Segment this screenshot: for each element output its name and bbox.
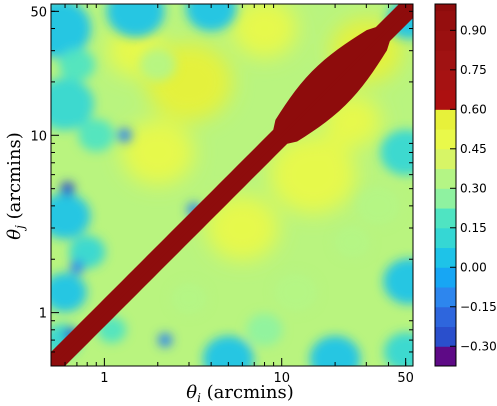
x-axis: 1 10 50: [64, 4, 414, 386]
y-axis-title-subscript: j: [13, 225, 27, 232]
heatmap-cell: [51, 78, 94, 131]
heatmap-cell: [51, 272, 87, 312]
heatmap-cell: [202, 335, 254, 366]
y-axis: 1 10 50: [30, 5, 413, 353]
heatmap-cell: [51, 4, 91, 58]
heatmap-cell: [69, 260, 84, 275]
heatmap-cell: [121, 119, 194, 186]
y-tick-label: 1: [39, 307, 47, 322]
colorbar-tick-label: 0.30: [460, 181, 487, 195]
colorbar-segment: [435, 69, 456, 91]
colorbar-segment: [435, 287, 456, 308]
y-tick-label: 50: [30, 5, 47, 20]
x-axis-title-unit: (arcmins): [207, 382, 294, 403]
colorbar-tick-label: −0.30: [460, 339, 497, 353]
x-axis-title: θi (arcmins): [186, 382, 294, 405]
colorbar-tick-label: 0.75: [460, 63, 487, 77]
colorbar-tick-label: 0.60: [460, 102, 487, 116]
colorbar-tick-label: 0.15: [460, 221, 487, 235]
heatmap-cell: [274, 272, 318, 312]
x-tick-label: 1: [100, 371, 108, 386]
heatmap-cell: [269, 135, 357, 214]
heatmap-cell: [246, 313, 283, 347]
heatmap-cell: [231, 4, 298, 58]
colorbar-segment: [435, 10, 456, 31]
diagonal-core: [51, 4, 413, 366]
colorbar: 0.90 0.75 0.60 0.45 0.30 0.15 0.00 −0.15 −0.30: [434, 3, 497, 367]
heatmap-cell: [380, 129, 413, 176]
heatmap-cell: [334, 225, 371, 259]
colorbar-segment: [435, 4, 456, 12]
x-tick-label: 50: [397, 371, 414, 386]
plot-frame: [50, 3, 414, 367]
heatmap-cell: [78, 118, 115, 152]
x-axis-title-symbol: θ: [186, 382, 197, 403]
heatmap-cell: [170, 282, 208, 315]
heatmap-cell: [51, 193, 91, 239]
x-axis-title-subscript: i: [197, 391, 201, 405]
colorbar-segment: [435, 326, 456, 347]
colorbar-segment: [435, 208, 456, 229]
colorbar-frame: [434, 3, 457, 367]
heatmap-cell: [58, 48, 96, 82]
colorbar-segment: [435, 129, 456, 150]
heatmap-cell: [206, 195, 279, 261]
heatmap-cell: [158, 333, 173, 348]
heatmap-cell: [69, 235, 106, 269]
y-axis-title: θj (arcmins): [4, 132, 27, 239]
colorbar-tick-label: 0.45: [460, 142, 487, 156]
heatmap-cell: [356, 186, 400, 226]
colorbar-segment: [435, 267, 456, 288]
heatmap-cell: [117, 128, 132, 143]
colorbar-tick-label: 0.00: [460, 260, 487, 274]
colorbar-segment: [435, 306, 456, 328]
heatmap-cell: [60, 181, 75, 196]
colorbar-segment: [435, 89, 456, 110]
heatmap-cell: [139, 48, 176, 82]
colorbar-segment: [435, 148, 456, 170]
colorbar-tick-label: 0.90: [460, 23, 487, 37]
colorbar-segment: [435, 30, 456, 51]
colorbar-tick-label: −0.15: [460, 300, 497, 314]
colorbar-segment: [435, 346, 456, 367]
colorbar-segment: [435, 168, 456, 189]
y-axis-title-symbol: θ: [4, 229, 25, 240]
heatmap-cell: [383, 258, 413, 305]
heatmap-cell: [383, 332, 413, 366]
plot-area: [51, 4, 413, 366]
colorbar-segment: [435, 50, 456, 71]
colorbar-segment: [435, 227, 456, 249]
y-axis-title-unit: (arcmins): [4, 132, 25, 219]
colorbar-segment: [435, 247, 456, 268]
colorbar-segment: [435, 188, 456, 209]
colorbar-segment: [435, 109, 456, 130]
heatmap-cell: [106, 4, 165, 38]
x-tick-label: 10: [273, 371, 290, 386]
y-tick-label: 10: [30, 129, 47, 144]
heatmap-cell: [309, 335, 361, 366]
heatmap-cell: [185, 4, 237, 32]
